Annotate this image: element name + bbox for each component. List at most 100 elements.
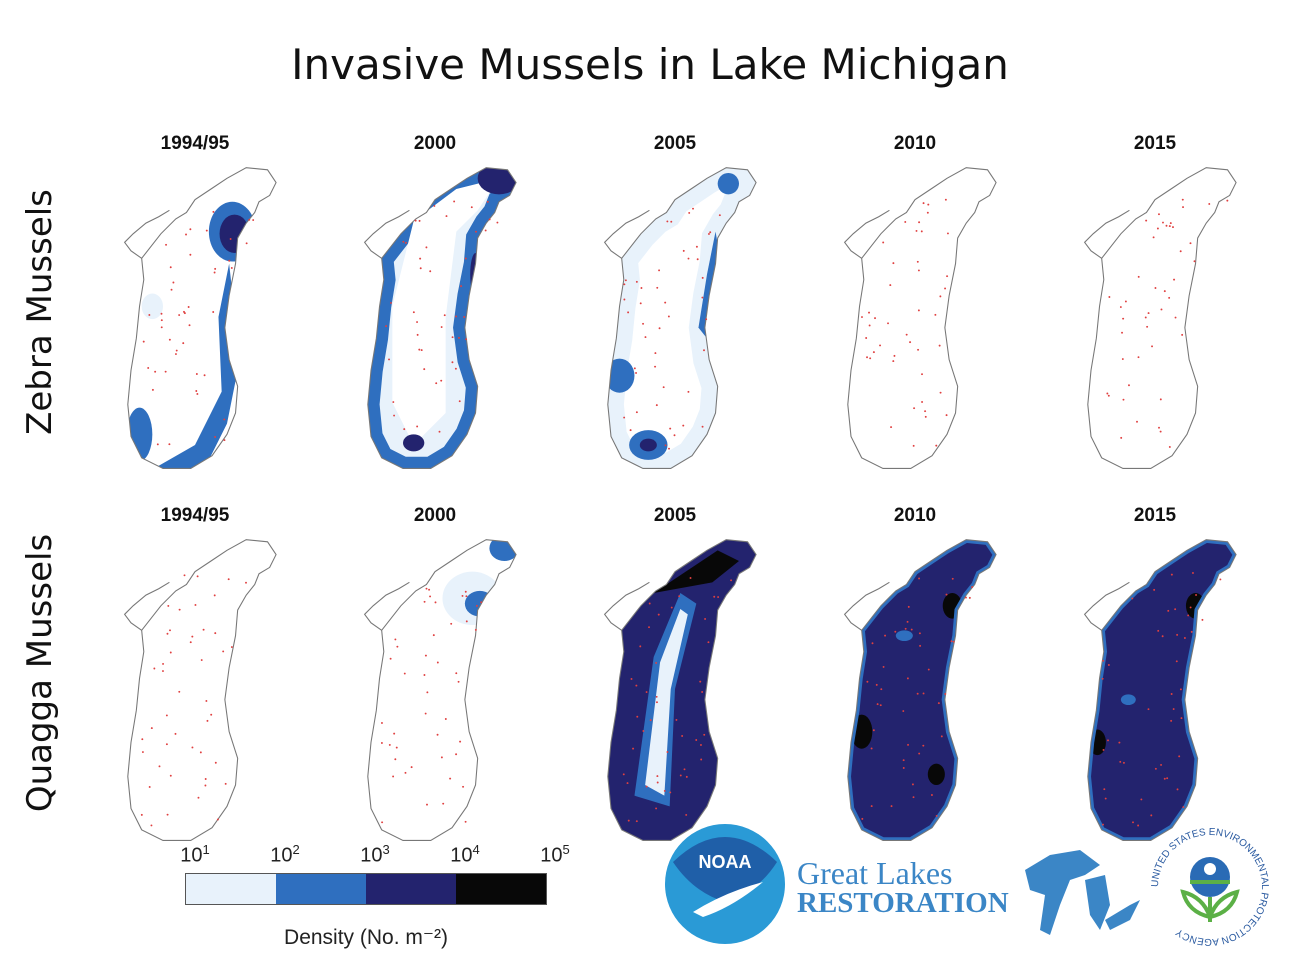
- sampling-station-dot: [938, 344, 941, 347]
- sampling-station-dot: [223, 418, 226, 421]
- sampling-station-dot: [1159, 430, 1162, 433]
- sampling-station-dot: [396, 645, 399, 648]
- sampling-station-dot: [1122, 398, 1125, 401]
- sampling-station-dot: [701, 690, 704, 693]
- sampling-station-dot: [623, 283, 626, 286]
- sampling-station-dot: [199, 751, 202, 754]
- sampling-station-dot: [623, 298, 626, 301]
- sampling-station-dot: [1158, 426, 1160, 429]
- sampling-station-dot: [882, 665, 885, 668]
- sampling-station-dot: [639, 302, 642, 305]
- map-quagga-2010: 2010: [825, 505, 1005, 849]
- sampling-station-dot: [453, 200, 456, 203]
- sampling-station-dot: [402, 240, 405, 243]
- sampling-station-dot: [393, 414, 396, 417]
- legend-colorbar: [185, 873, 547, 905]
- sampling-station-dot: [419, 257, 422, 260]
- sampling-station-dot: [1119, 306, 1122, 308]
- sampling-station-dot: [167, 604, 170, 607]
- sampling-station-dot: [169, 629, 171, 632]
- sampling-station-dot: [166, 813, 169, 816]
- sampling-station-dot: [912, 796, 915, 799]
- sampling-station-dot: [141, 751, 144, 753]
- map-zebra-2000: 2000: [345, 133, 525, 477]
- sampling-station-dot: [907, 743, 910, 746]
- map-quagga-2000: 2000: [345, 505, 525, 849]
- sampling-station-dot: [635, 411, 638, 414]
- sampling-station-dot: [918, 632, 921, 635]
- sampling-station-dot: [1137, 356, 1140, 359]
- sampling-station-dot: [1156, 227, 1159, 230]
- sampling-station-dot: [879, 344, 882, 347]
- sampling-station-dot: [1172, 226, 1174, 229]
- year-label: 1994/95: [160, 133, 230, 154]
- figure-title: Invasive Mussels in Lake Michigan: [291, 40, 1009, 89]
- legend-tick: 103: [360, 842, 390, 867]
- sampling-station-dot: [455, 672, 458, 675]
- sampling-station-dot: [902, 767, 905, 769]
- sampling-station-dot: [1122, 317, 1125, 320]
- sampling-station-dot: [388, 743, 391, 746]
- sampling-station-dot: [464, 257, 467, 260]
- sampling-station-dot: [1201, 618, 1204, 621]
- year-label: 1994/95: [160, 505, 230, 526]
- sampling-station-dot: [403, 428, 406, 431]
- sampling-station-dot: [484, 229, 487, 232]
- sampling-station-dot: [1137, 824, 1140, 827]
- epa-seal: UNITED STATES ENVIRONMENTAL PROTECTION A…: [1148, 825, 1272, 949]
- sampling-station-dot: [449, 777, 452, 780]
- sampling-station-dot: [189, 228, 192, 231]
- sampling-station-dot: [1128, 384, 1130, 387]
- sampling-station-dot: [945, 414, 948, 417]
- sampling-station-dot: [658, 269, 661, 272]
- sampling-station-dot: [683, 768, 686, 771]
- sampling-station-dot: [946, 232, 949, 235]
- sampling-station-dot: [922, 692, 925, 695]
- sampling-station-dot: [1144, 316, 1147, 319]
- sampling-station-dot: [1132, 821, 1134, 824]
- sampling-station-dot: [1154, 767, 1157, 770]
- sampling-station-dot: [1193, 260, 1196, 263]
- sampling-station-dot: [1147, 708, 1150, 711]
- sampling-station-dot: [636, 715, 639, 718]
- sampling-station-dot: [462, 785, 465, 788]
- sampling-station-dot: [630, 677, 633, 680]
- sampling-station-dot: [424, 712, 427, 715]
- sampling-station-dot: [166, 632, 169, 635]
- sampling-station-dot: [486, 200, 489, 203]
- sampling-station-dot: [172, 281, 175, 284]
- sampling-station-dot: [416, 333, 419, 336]
- sampling-station-dot: [934, 313, 937, 316]
- sampling-station-dot: [916, 692, 919, 695]
- sampling-station-dot: [670, 606, 673, 609]
- sampling-station-dot: [1160, 308, 1163, 311]
- sampling-station-dot: [868, 311, 870, 314]
- sampling-station-dot: [1158, 213, 1160, 216]
- sampling-station-dot: [1161, 635, 1164, 638]
- sampling-station-dot: [1176, 633, 1179, 636]
- sampling-station-dot: [915, 229, 918, 232]
- sampling-station-dot: [394, 758, 397, 761]
- legend-ticks: 101 102 103 104 105: [170, 842, 570, 872]
- sampling-station-dot: [1101, 677, 1104, 680]
- sampling-station-dot: [919, 644, 922, 647]
- legend-tick: 102: [270, 842, 300, 867]
- sampling-station-dot: [1175, 660, 1178, 663]
- sampling-station-dot: [212, 311, 215, 313]
- sampling-station-dot: [412, 311, 415, 314]
- sampling-station-dot: [940, 735, 943, 738]
- sampling-station-dot: [154, 370, 157, 373]
- sampling-station-dot: [939, 295, 942, 298]
- sampling-station-dot: [403, 672, 406, 675]
- sampling-station-dot: [435, 382, 438, 385]
- sampling-station-dot: [1151, 345, 1153, 348]
- sampling-station-dot: [165, 743, 168, 746]
- sampling-station-dot: [440, 326, 443, 329]
- sampling-station-dot: [204, 784, 207, 787]
- sampling-station-dot: [668, 447, 670, 450]
- sampling-station-dot: [206, 719, 209, 722]
- sampling-station-dot: [655, 661, 658, 664]
- sampling-station-dot: [709, 231, 712, 234]
- sampling-station-dot: [667, 315, 670, 318]
- sampling-station-dot: [704, 617, 707, 620]
